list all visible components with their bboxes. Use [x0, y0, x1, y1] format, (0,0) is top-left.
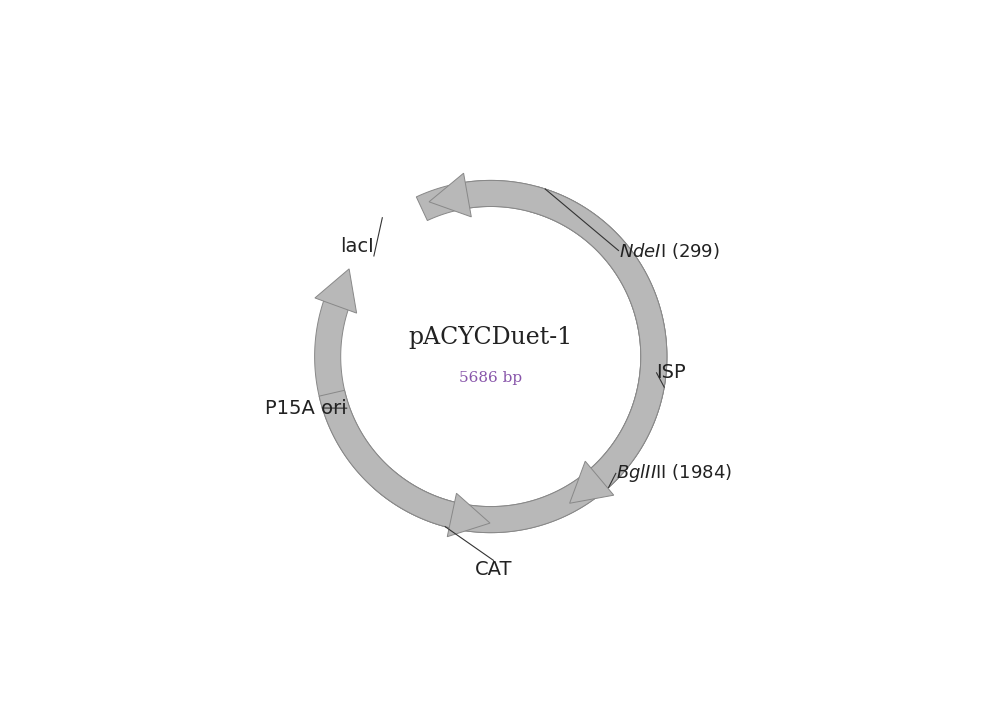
Polygon shape [447, 493, 490, 537]
Polygon shape [570, 461, 614, 503]
Polygon shape [530, 186, 667, 491]
Polygon shape [373, 468, 460, 529]
Text: $\it{BglII}$II (1984): $\it{BglII}$II (1984) [616, 462, 732, 484]
Text: P15A ori: P15A ori [265, 399, 347, 418]
Text: 5686 bp: 5686 bp [459, 371, 522, 385]
Polygon shape [319, 181, 667, 532]
Text: ISP: ISP [657, 364, 686, 383]
Text: CAT: CAT [475, 561, 512, 580]
Polygon shape [429, 173, 471, 217]
Text: $\it{NdeI}$I (299): $\it{NdeI}$I (299) [619, 241, 719, 261]
Polygon shape [315, 181, 667, 532]
Text: pACYCDuet-1: pACYCDuet-1 [409, 326, 573, 349]
Text: lacI: lacI [340, 237, 374, 256]
Polygon shape [315, 269, 357, 313]
